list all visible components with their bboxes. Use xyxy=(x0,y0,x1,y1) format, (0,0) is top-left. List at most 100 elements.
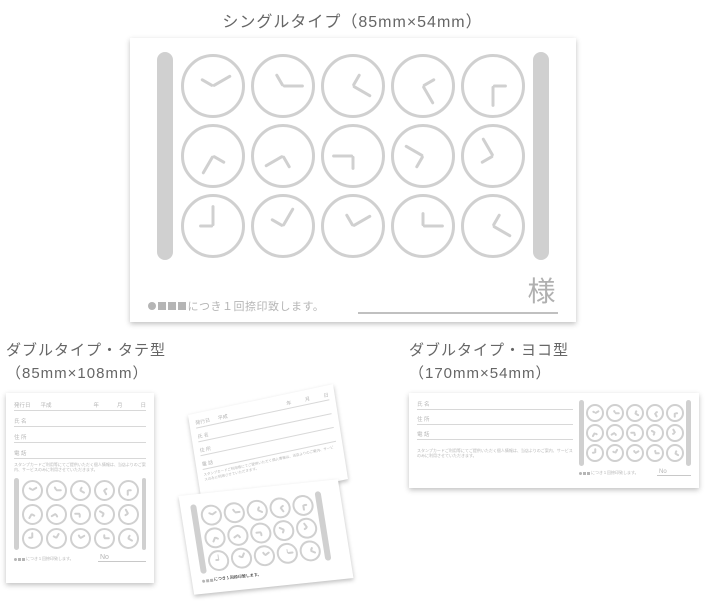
single-type-section: シングルタイプ（85mm×54mm） につき１回捺印致します。 様 xyxy=(0,0,705,322)
clock-stamp xyxy=(46,504,67,525)
label-era: 平成 xyxy=(41,401,52,409)
note-square-icon xyxy=(22,558,25,561)
double-horizontal-section: ダブルタイプ・ヨコ型 （170mm×54mm） 氏 名 住 所 電 話 スタンプ… xyxy=(409,340,699,588)
label-day: 日 xyxy=(323,391,329,399)
double-v-cards: 発行日 平成 年 月 日 氏 名 住 所 電 話 スタンプカードご利用等にてご提… xyxy=(6,393,391,588)
clock-stamp xyxy=(626,424,644,442)
clock-stamp xyxy=(461,54,525,118)
clock-stamp xyxy=(181,54,245,118)
note-square-icon xyxy=(583,472,586,475)
sama-label: 様 xyxy=(527,270,557,310)
label-month: 月 xyxy=(304,395,310,403)
clock-stamp xyxy=(391,194,455,258)
clock-stamp xyxy=(291,494,315,517)
form-address-row: 住 所 xyxy=(14,433,146,443)
clock-stamp xyxy=(298,539,322,562)
v-stamp-area xyxy=(14,478,146,550)
clock-stamp xyxy=(391,54,455,118)
note-circle-icon xyxy=(148,302,156,310)
label-address: 住 所 xyxy=(14,433,27,441)
note-square-icon xyxy=(178,302,186,310)
label-address: 住 所 xyxy=(417,415,430,423)
h-stamp-panel: につき１回捺印致します。 No xyxy=(579,400,691,481)
clock-stamp xyxy=(461,194,525,258)
note-square-icon xyxy=(18,558,21,561)
clock-stamp xyxy=(22,528,43,549)
clock-stamp xyxy=(275,541,299,564)
clock-stamp xyxy=(252,544,276,567)
clock-stamp xyxy=(46,480,67,501)
clock-stamp xyxy=(245,498,269,521)
clock-stamp xyxy=(606,444,624,462)
note-circle-icon xyxy=(202,579,205,582)
clock-stamp xyxy=(321,124,385,188)
clock-stamp xyxy=(181,124,245,188)
clock-stamp xyxy=(70,480,91,501)
h-address-row: 住 所 xyxy=(417,415,573,425)
label-month: 月 xyxy=(117,401,123,409)
clock-stamp xyxy=(321,194,385,258)
h-form-panel: 氏 名 住 所 電 話 スタンプカードご利用等にてご提供いただく個人情報は、当店… xyxy=(417,400,573,481)
form-issue-row: 発行日 平成 年 月 日 xyxy=(14,401,146,411)
clock-stamp xyxy=(666,444,684,462)
right-bar xyxy=(686,400,691,466)
double-h-title: ダブルタイプ・ヨコ型 （170mm×54mm） xyxy=(409,340,699,385)
clock-stamp xyxy=(646,444,664,462)
single-stamp-area xyxy=(148,52,558,260)
v-note-text: につき１回捺印致します。 xyxy=(26,556,74,562)
label-name: 氏 名 xyxy=(197,431,209,440)
clock-stamp xyxy=(94,504,115,525)
clock-stamp xyxy=(118,504,139,525)
clock-stamp xyxy=(181,194,245,258)
label-era: 平成 xyxy=(217,413,228,422)
h-name-row: 氏 名 xyxy=(417,400,573,410)
stamp-note-text: につき１回捺印致します。 xyxy=(188,298,325,314)
clock-stamp xyxy=(666,424,684,442)
note-square-icon xyxy=(210,578,213,581)
label-issue: 発行日 xyxy=(195,417,211,427)
clock-stamp xyxy=(268,496,292,519)
double-v-title: ダブルタイプ・タテ型 （85mm×108mm） xyxy=(6,340,391,385)
label-year: 年 xyxy=(93,401,99,409)
clock-stamp xyxy=(272,519,296,542)
bottom-section: ダブルタイプ・タテ型 （85mm×108mm） 発行日 平成 年 月 日 氏 名… xyxy=(0,340,705,588)
clock-stamp xyxy=(586,404,604,422)
clock-stamp xyxy=(229,546,253,569)
h-fineprint: スタンプカードご利用等にてご提供いただく個人情報は、当店よりのご案内、サービスの… xyxy=(417,448,573,458)
clock-stamp xyxy=(118,528,139,549)
single-clock-grid xyxy=(181,54,525,258)
double-h-title-line1: ダブルタイプ・ヨコ型 xyxy=(409,342,569,359)
no-field: No xyxy=(657,469,691,476)
h-phone-row: 電 話 xyxy=(417,430,573,440)
clock-stamp xyxy=(226,523,250,546)
clock-stamp xyxy=(249,521,273,544)
note-circle-icon xyxy=(14,558,17,561)
h-stamp-area xyxy=(579,400,691,466)
clock-stamp xyxy=(251,124,315,188)
label-address: 住 所 xyxy=(199,445,211,454)
h-footer: につき１回捺印致します。 No xyxy=(579,469,691,476)
single-title: シングルタイプ（85mm×54mm） xyxy=(222,8,482,32)
clock-stamp xyxy=(251,54,315,118)
clock-stamp xyxy=(666,404,684,422)
v-stamp-note: につき１回捺印致します。 xyxy=(14,556,74,562)
left-bar xyxy=(14,478,19,550)
clock-stamp xyxy=(646,404,664,422)
left-bar xyxy=(579,400,584,466)
form-lines: 発行日 平成 年 月 日 氏 名 住 所 電 話 xyxy=(14,401,146,459)
note-square-icon xyxy=(158,302,166,310)
label-day: 日 xyxy=(140,401,146,409)
label-issue: 発行日 xyxy=(14,401,31,409)
no-field: No xyxy=(98,554,146,562)
single-footer: につき１回捺印致します。 様 xyxy=(148,270,558,314)
clock-stamp xyxy=(22,480,43,501)
label-phone: 電 話 xyxy=(14,449,27,457)
h-stamp-note: につき１回捺印致します。 xyxy=(579,470,639,476)
note-square-icon xyxy=(168,302,176,310)
double-h-title-line2: （170mm×54mm） xyxy=(409,365,551,382)
clock-stamp xyxy=(70,504,91,525)
clock-stamp xyxy=(222,501,246,524)
clock-stamp xyxy=(70,528,91,549)
clock-stamp xyxy=(321,54,385,118)
right-bar xyxy=(142,478,147,550)
